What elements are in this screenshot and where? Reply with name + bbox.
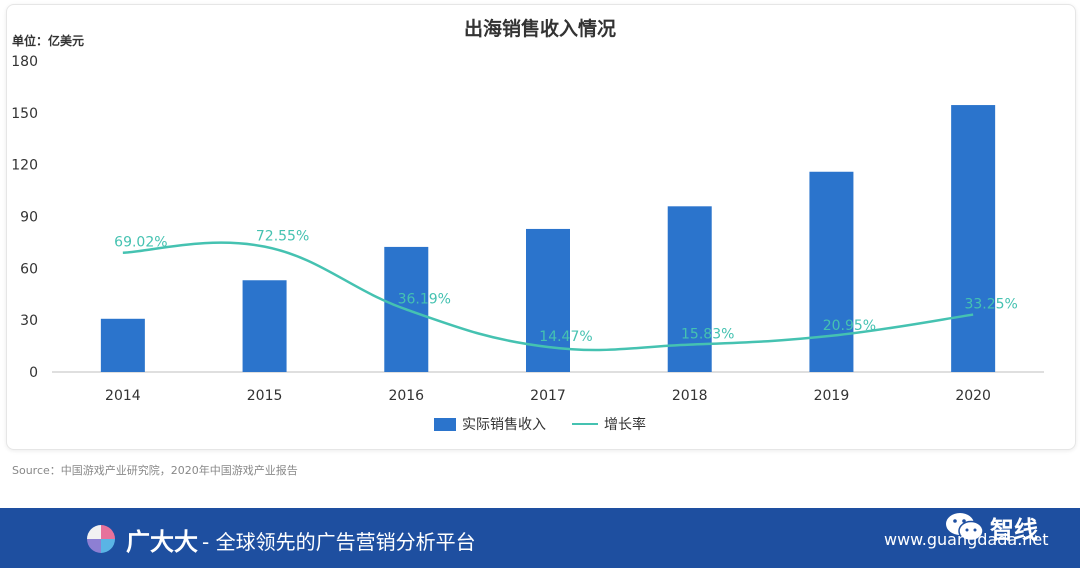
legend-line-swatch xyxy=(572,423,598,425)
bar xyxy=(809,171,854,372)
y-tick-label: 60 xyxy=(20,261,38,277)
x-tick-label: 2014 xyxy=(105,388,141,404)
legend-item-bar: 实际销售收入 xyxy=(434,414,546,434)
legend-bar-label: 实际销售收入 xyxy=(462,417,546,433)
footer-banner: 广大大 - 全球领先的广告营销分析平台 智线 www.guangdada.net xyxy=(0,508,1080,568)
x-tick-label: 2017 xyxy=(530,388,566,404)
growth-rate-line xyxy=(122,241,974,352)
chart-title: 出海销售收入情况 xyxy=(463,18,616,40)
bar xyxy=(526,228,570,372)
bar xyxy=(951,105,996,372)
y-tick-label: 180 xyxy=(11,54,38,70)
bar xyxy=(100,318,145,372)
wechat-account-name: 智线 xyxy=(990,516,1038,544)
x-tick-label: 2019 xyxy=(814,388,850,404)
y-tick-label: 150 xyxy=(11,106,38,122)
growth-rate-label: 15.83% xyxy=(681,327,734,343)
growth-rate-label: 36.19% xyxy=(398,291,451,307)
y-tick-label: 90 xyxy=(20,210,38,226)
x-tick-label: 2018 xyxy=(672,388,708,404)
y-tick-label: 120 xyxy=(11,158,38,174)
growth-rate-label: 20.95% xyxy=(823,318,876,334)
legend: 实际销售收入 增长率 xyxy=(0,414,1080,434)
unit-label: 单位：亿美元 xyxy=(12,34,85,48)
brand-pie-icon xyxy=(87,525,115,553)
site-url: www.guangdada.net xyxy=(884,530,1049,549)
growth-rate-label: 69.02% xyxy=(114,235,167,251)
y-tick-label: 0 xyxy=(29,365,38,381)
x-tick-label: 2020 xyxy=(955,388,991,404)
x-tick-label: 2015 xyxy=(247,388,283,404)
growth-rate-label: 14.47% xyxy=(539,329,592,345)
chart-plot: 0 30 60 90 120 150 180 2014 2015 2016 2017 2018 2019… xyxy=(11,54,1044,404)
bar xyxy=(667,206,712,372)
y-tick-label: 30 xyxy=(20,313,38,329)
brand-name: 广大大 xyxy=(126,528,198,556)
legend-bar-swatch xyxy=(434,417,456,431)
wechat-icon xyxy=(946,513,984,542)
growth-rate-label: 33.25% xyxy=(964,297,1017,313)
legend-line-label: 增长率 xyxy=(604,417,646,433)
source-note: Source：中国游戏产业研究院，2020年中国游戏产业报告 xyxy=(12,464,298,477)
legend-item-line: 增长率 xyxy=(572,414,646,434)
growth-rate-label: 72.55% xyxy=(256,229,309,245)
chart-card xyxy=(6,4,1076,450)
bar xyxy=(242,280,287,372)
x-tick-label: 2016 xyxy=(388,388,424,404)
brand-slogan: - 全球领先的广告营销分析平台 xyxy=(202,530,476,554)
